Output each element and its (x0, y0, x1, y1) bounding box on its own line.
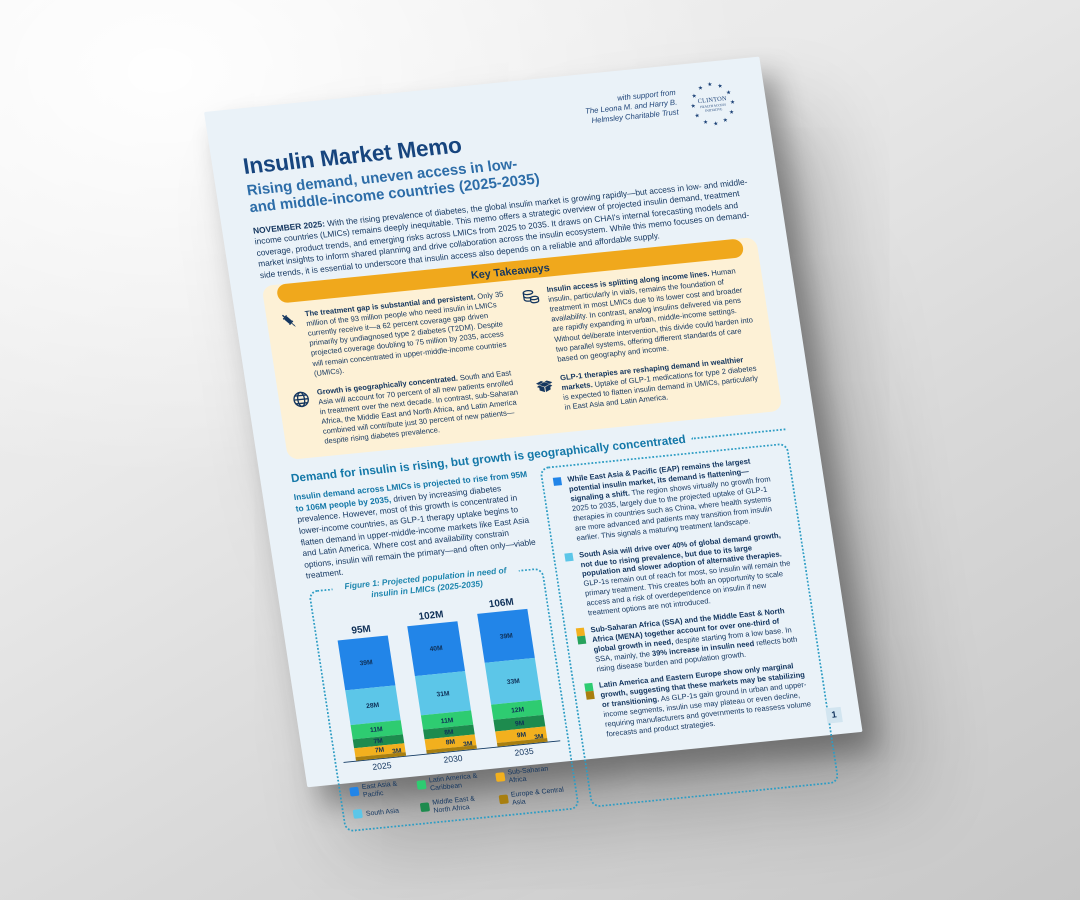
dotted-rule (690, 428, 786, 440)
memo-page: with support from The Leona M. and Harry… (204, 56, 863, 833)
logo-star-icon: ★ (703, 119, 709, 126)
bullet-text: South Asia will drive over 40% of global… (578, 529, 791, 618)
section-columns: Insulin demand across LMICs is projected… (293, 442, 840, 833)
coins-icon (520, 287, 542, 308)
bar-segment: 39M (477, 608, 536, 664)
figure-chart: 95M 39M 28M 11M 7M 7M 3M 102M 40M 31M 11M 8M 8M 3M 106… (320, 587, 561, 763)
bar-segment-label: 11M (369, 724, 384, 735)
list-item: South Asia will drive over 40% of global… (564, 529, 799, 619)
logo-star-icon: ★ (725, 89, 731, 96)
bar-segment-label: 9M (516, 729, 527, 739)
takeaway-item: The treatment gap is substantial and per… (278, 289, 516, 381)
list-item: While East Asia & Pacific (EAP) remains … (552, 454, 788, 544)
legend-swatch-icon (349, 786, 360, 797)
logo-text: CLINTON (697, 95, 727, 105)
logo-star-icon: ★ (728, 109, 734, 116)
logo-star-icon: ★ (690, 103, 696, 110)
bar-group-2025: 95M 39M 28M 11M 7M 7M 3M (331, 602, 406, 761)
legend-item: Sub-Saharan Africa (494, 763, 564, 786)
logo-star-icon: ★ (691, 92, 697, 99)
bar-segment: 28M (344, 684, 401, 726)
bar-segment-label: 39M (359, 657, 374, 668)
logo-star-icon: ★ (694, 112, 700, 119)
bar-segment-label: 7M (372, 736, 384, 746)
page-header: with support from The Leona M. and Harry… (582, 75, 743, 142)
logo-star-icon: ★ (717, 83, 723, 90)
legend-label: Europe & Central Asia (510, 785, 565, 807)
bar-group-2035: 106M 39M 33M 12M 9M 9M 3M (473, 588, 548, 747)
bar-segment-label: 11M (440, 715, 454, 725)
bar-stack: 39M 28M 11M 7M 7M 3M (337, 635, 406, 761)
bar-segment-label: 8M (443, 727, 455, 737)
x-axis-label: 2035 (513, 746, 535, 759)
x-axis-label: 2030 (442, 753, 464, 766)
bar-segment: 40M (407, 620, 466, 677)
bullets-panel: While East Asia & Pacific (EAP) remains … (539, 442, 840, 808)
logo-star-icon: ★ (722, 117, 728, 124)
legend-label: Latin America & Caribbean (428, 771, 478, 793)
bar-segment-label: 12M (510, 705, 525, 715)
bar-segment-label: 7M (374, 745, 385, 755)
logo-star-icon: ★ (707, 81, 713, 88)
takeaway-text: Insulin access is splitting along income… (545, 266, 754, 364)
bar-total-label: 106M (488, 596, 515, 610)
legend-label: Sub-Saharan Africa (506, 764, 549, 785)
bullet-text: Latin America and Eastern Europe show on… (598, 661, 812, 739)
bullet-text: While East Asia & Pacific (EAP) remains … (566, 456, 773, 543)
key-takeaways-column: Insulin access is splitting along income… (520, 265, 768, 425)
takeaway-text: GLP-1 therapies are reshaping demand in … (559, 354, 759, 412)
legend-swatch-icon (416, 780, 427, 790)
bar-segment-label: 9M (514, 718, 525, 728)
globe-icon (290, 389, 312, 410)
bar-stack: 40M 31M 11M 8M 8M 3M (407, 620, 477, 754)
bar-segment: 39M (337, 635, 396, 690)
bar-segment: 33M (485, 658, 542, 705)
bar-group-2030: 102M 40M 31M 11M 8M 8M 3M (402, 595, 477, 754)
x-axis-label: 2025 (371, 760, 393, 773)
list-item: Latin America and Eastern Europe show on… (584, 660, 818, 741)
figure-column: Insulin demand across LMICs is projected… (293, 469, 580, 833)
logo-star-icon: ★ (713, 120, 719, 127)
bullet-marker-icon (575, 627, 591, 676)
legend-label: South Asia (365, 805, 400, 818)
takeaway-text: Growth is geographically concentrated. S… (316, 367, 519, 446)
legend-item: Europe & Central Asia (498, 785, 568, 808)
takeaway-item: Insulin access is splitting along income… (520, 265, 760, 367)
support-note: with support from The Leona M. and Harry… (583, 88, 680, 127)
bar-segment-label: 28M (365, 700, 380, 710)
legend-item: Middle East & North Africa (419, 792, 495, 815)
legend-swatch-icon (419, 802, 431, 813)
bar-segment-label: 31M (435, 688, 451, 699)
legend-label: Middle East & North Africa (431, 794, 476, 815)
bar-total-label: 102M (417, 608, 445, 622)
legend-item: Latin America & Caribbean (416, 770, 492, 793)
bar-stack: 39M 33M 12M 9M 9M 3M (477, 608, 548, 747)
syringe-icon (278, 311, 300, 332)
logo-text: INITIATIVE (705, 107, 723, 113)
legend-swatch-icon (498, 794, 509, 805)
legend-item: East Asia & Pacific (349, 778, 413, 800)
bar-segment-label: 33M (506, 676, 521, 686)
legend-swatch-icon (352, 808, 363, 819)
logo-text: HEALTH ACCESS (700, 103, 726, 110)
logo-star-icon: ★ (730, 99, 736, 106)
page-number: 1 (825, 706, 843, 724)
bullet-marker-icon (584, 683, 601, 740)
chai-logo: ★ ★ ★ ★ ★ ★ ★ ★ ★ ★ ★ ★ CLINTON HEALTH A… (690, 81, 736, 128)
figure-panel: Figure 1: Projected population in need o… (308, 563, 580, 833)
legend-swatch-icon (494, 772, 506, 782)
key-takeaways-column: The treatment gap is substantial and per… (278, 289, 526, 449)
logo-star-icon: ★ (697, 85, 703, 92)
bar-segment-label: 40M (429, 643, 444, 654)
takeaway-text: The treatment gap is substantial and per… (304, 289, 507, 378)
bar-segment-label: 39M (499, 631, 514, 641)
legend-item: South Asia (352, 800, 416, 822)
open-box-icon (534, 375, 556, 396)
bar-segment: 31M (414, 671, 472, 716)
bar-segment-label: 8M (445, 737, 456, 747)
takeaway-item: Growth is geographically concentrated. S… (290, 367, 527, 449)
bar-total-label: 95M (350, 623, 372, 637)
legend-label: East Asia & Pacific (361, 779, 398, 799)
